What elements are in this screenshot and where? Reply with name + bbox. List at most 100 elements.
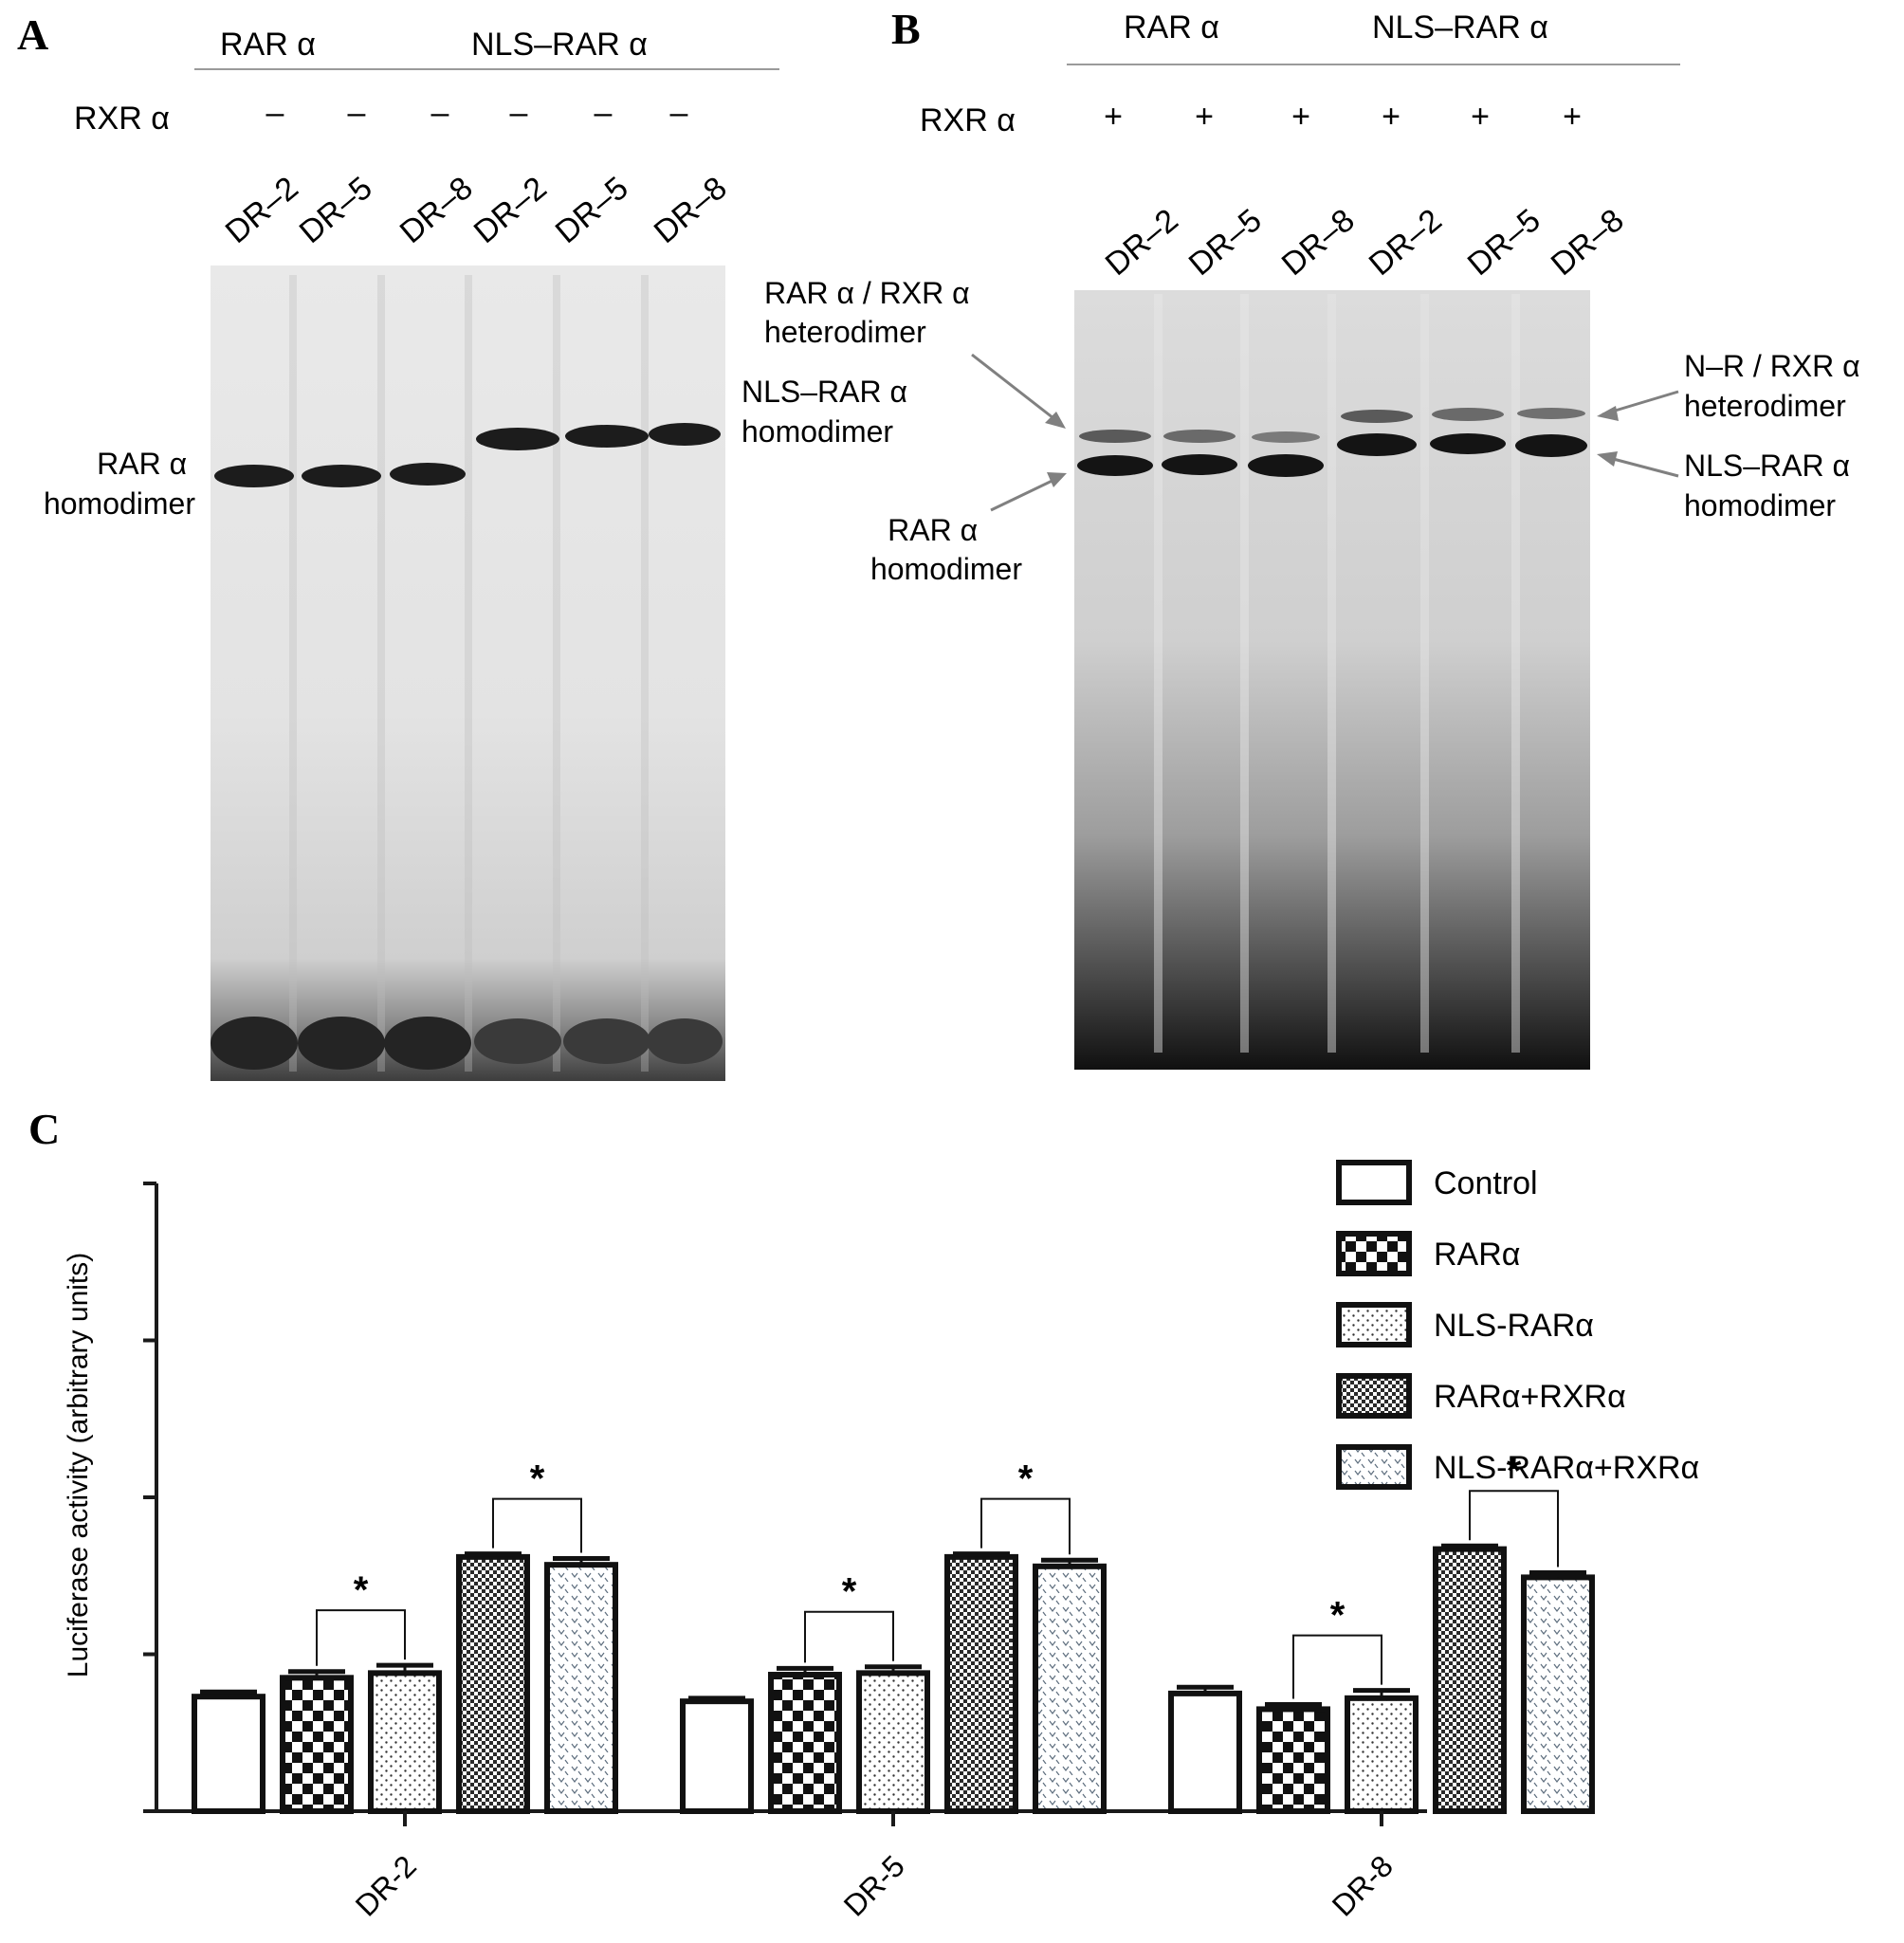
bar — [1433, 1546, 1507, 1814]
bar — [192, 1694, 265, 1815]
arrow-head — [1047, 472, 1067, 487]
rxr-sign: – — [266, 95, 284, 131]
legend-label: RARα+RXRα — [1434, 1379, 1626, 1415]
significance-bracket — [1292, 1634, 1382, 1699]
band — [1252, 431, 1320, 443]
panel-a-rxr-label: RXR α — [74, 101, 170, 137]
label-line: RAR α / RXR α — [764, 276, 970, 310]
panel-c: C Luciferase activity (arbitrary units) … — [28, 1105, 1699, 1923]
bar — [1168, 1690, 1242, 1814]
bar — [1345, 1695, 1419, 1814]
significance-brackets: * * * * * * — [316, 1450, 1559, 1699]
band — [390, 463, 466, 486]
legend: Control RARα NLS-RARα RARα+RXRα NLS-RARα+RXR… — [1336, 1160, 1699, 1490]
label-line: NLS–RAR α — [741, 375, 907, 409]
significance-star: * — [1507, 1450, 1522, 1492]
arrow-rar-heterodimer — [971, 353, 1063, 427]
label-line: N–R / RXR α — [1684, 349, 1860, 383]
gel-b-lower-bands — [1077, 433, 1587, 477]
panel-b-label-nr-heterodimer: N–R / RXR α heterodimer — [1684, 349, 1869, 423]
lane-label: DR–8 — [1275, 202, 1362, 283]
lane-label: DR–8 — [1545, 202, 1631, 283]
label-line: homodimer — [741, 414, 893, 449]
significance-star: * — [354, 1569, 369, 1611]
band — [1430, 433, 1506, 454]
bar — [1033, 1563, 1107, 1814]
band — [1517, 408, 1585, 419]
legend-label: RARα — [1434, 1237, 1520, 1273]
panel-a-lane-labels: DR–2DR–5 DR–8DR–2DR–5 DR–8 — [219, 170, 734, 250]
legend-label: NLS-RARα — [1434, 1308, 1594, 1344]
gel-a-free-probe — [211, 1017, 723, 1070]
bar — [1521, 1574, 1595, 1815]
lane-label: DR–5 — [1461, 202, 1547, 283]
panel-a-group-rar: RAR α — [220, 27, 316, 63]
legend-label: Control — [1434, 1165, 1538, 1201]
panel-a-letter: A — [17, 10, 48, 59]
significance-star: * — [1330, 1595, 1346, 1637]
bar — [280, 1675, 354, 1814]
band — [302, 465, 381, 487]
panel-b-lane-labels: DR–2DR–5 DR–8 DR–2 DR–5DR–8 — [1099, 202, 1631, 283]
label-line: RAR α — [888, 513, 978, 547]
bar — [768, 1672, 842, 1815]
lane-label: DR–2 — [219, 170, 305, 250]
band — [1432, 408, 1504, 421]
bar — [1256, 1706, 1330, 1815]
lane-label: DR–5 — [293, 170, 379, 250]
label-line: homodimer — [870, 552, 1022, 586]
gel-b — [1074, 290, 1590, 1070]
gel-b-lane-streaks — [1154, 294, 1520, 1053]
significance-bracket — [1469, 1490, 1559, 1567]
lane-label: DR–2 — [467, 170, 554, 250]
band — [565, 425, 649, 448]
rxr-sign: + — [1195, 99, 1214, 135]
gel-a-lane-streaks — [289, 275, 649, 1072]
panel-c-letter: C — [28, 1105, 60, 1153]
panel-a: A RAR α NLS–RAR α RXR α – – – – – – DR–2DR–5 D… — [17, 10, 916, 1081]
bar — [456, 1553, 530, 1814]
legend-label: NLS-RARα+RXRα — [1434, 1450, 1699, 1486]
rxr-sign: + — [1471, 99, 1490, 135]
significance-star: * — [842, 1571, 857, 1613]
lane-label: DR–8 — [648, 170, 734, 250]
panel-b-rxr-label: RXR α — [920, 102, 1016, 138]
panel-a-rxr-signs: – – – – – – — [266, 95, 688, 131]
band — [1077, 455, 1153, 476]
gel-b-upper-bands — [1079, 408, 1585, 443]
band — [214, 465, 294, 487]
band — [1341, 410, 1413, 423]
rxr-sign: + — [1382, 99, 1401, 135]
lane-label: DR–2 — [1363, 202, 1449, 283]
legend-swatch — [1336, 1302, 1412, 1347]
panel-b-rxr-signs: + + + + + + — [1104, 99, 1582, 135]
significance-bracket — [316, 1609, 406, 1666]
bar — [680, 1698, 754, 1815]
legend-swatch — [1336, 1444, 1412, 1490]
band — [1079, 430, 1151, 443]
lane-label: DR–5 — [549, 170, 635, 250]
rxr-sign: – — [510, 95, 528, 131]
arrow-head — [1597, 451, 1618, 467]
lane-label: DR–5 — [1182, 202, 1269, 283]
arrow-head — [1045, 412, 1066, 429]
bar — [544, 1562, 618, 1815]
panel-a-group-nls: NLS–RAR α — [471, 27, 648, 63]
panel-b-group-nls: NLS–RAR α — [1372, 9, 1548, 46]
band — [649, 423, 721, 446]
panel-b-label-rar-homodimer: RAR α homodimer — [870, 513, 1022, 586]
panel-b-group-rar: RAR α — [1124, 9, 1219, 46]
significance-bracket — [980, 1497, 1071, 1555]
band — [1337, 433, 1417, 456]
x-tick-label: DR-8 — [1326, 1848, 1400, 1922]
rxr-sign: – — [595, 95, 613, 131]
lane-label: DR–2 — [1099, 202, 1185, 283]
band — [1515, 434, 1587, 457]
panel-a-label-nls-homodimer: NLS–RAR α homodimer — [741, 375, 916, 449]
bar — [368, 1670, 442, 1814]
rxr-sign: – — [348, 95, 366, 131]
rxr-sign: + — [1563, 99, 1582, 135]
legend-swatch — [1336, 1373, 1412, 1419]
label-line: homodimer — [1684, 488, 1836, 522]
